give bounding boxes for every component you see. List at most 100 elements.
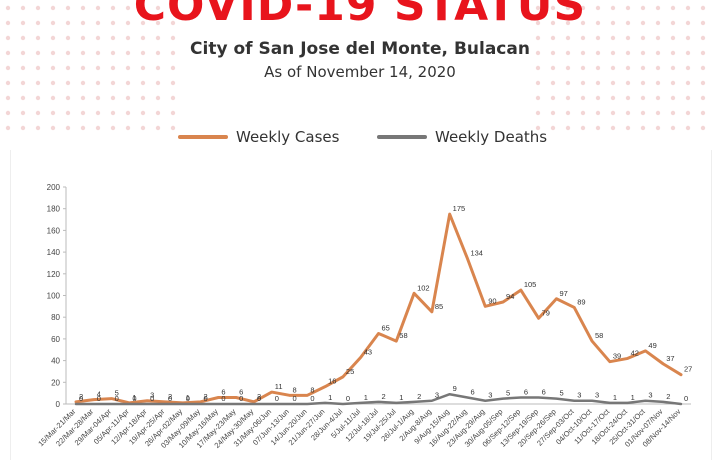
- y-tick-label: 160: [47, 226, 61, 235]
- decor-dot: [170, 65, 176, 71]
- legend-item-deaths: Weekly Deaths: [377, 128, 547, 146]
- decor-dot: [95, 80, 101, 86]
- decor-dot: [155, 50, 161, 56]
- decor-dot: [20, 20, 26, 26]
- decor-dot: [155, 125, 161, 131]
- decor-dot: [35, 20, 41, 26]
- decor-dot: [685, 110, 691, 116]
- decor-dot: [640, 35, 646, 41]
- cases-data-label: 39: [613, 352, 621, 361]
- cases-data-label: 85: [435, 302, 443, 311]
- cases-data-label: 94: [506, 292, 514, 301]
- decor-dot: [20, 125, 26, 131]
- decor-dot: [155, 65, 161, 71]
- decor-dot: [685, 95, 691, 101]
- line-chart: 02040608010012014016018020015/Mar-21/Mar…: [36, 183, 692, 450]
- decor-dot: [625, 80, 631, 86]
- cases-data-label: 25: [346, 367, 354, 376]
- decor-dot: [625, 5, 631, 11]
- decor-dot: [110, 110, 116, 116]
- cases-data-label: 8: [293, 385, 297, 394]
- decor-dot: [50, 125, 56, 131]
- deaths-data-label: 3: [435, 391, 439, 400]
- decor-dot: [700, 65, 706, 71]
- cases-data-label: 37: [666, 354, 674, 363]
- decor-dot: [550, 65, 556, 71]
- decor-dot: [595, 110, 601, 116]
- decor-dot: [110, 35, 116, 41]
- decor-dot: [35, 50, 41, 56]
- cases-data-label: 16: [328, 377, 336, 386]
- cases-data-label: 58: [595, 331, 603, 340]
- decor-dot: [65, 110, 71, 116]
- deaths-data-label: 1: [613, 393, 617, 402]
- cases-data-label: 102: [417, 283, 430, 292]
- decor-dot: [670, 110, 676, 116]
- deaths-data-label: 0: [79, 394, 83, 403]
- decor-dot: [535, 20, 541, 26]
- decor-dot: [95, 20, 101, 26]
- decor-dot: [685, 50, 691, 56]
- decor-dot: [535, 5, 541, 11]
- deaths-data-label: 0: [150, 394, 154, 403]
- decor-dot: [125, 125, 131, 131]
- cases-data-label: 43: [364, 347, 372, 356]
- decor-dot: [50, 5, 56, 11]
- decor-dot: [565, 125, 571, 131]
- decor-dot: [20, 65, 26, 71]
- decor-dot: [670, 50, 676, 56]
- deaths-data-label: 0: [168, 394, 172, 403]
- decor-dot: [610, 35, 616, 41]
- deaths-data-label: 5: [506, 389, 510, 398]
- decor-dot: [5, 80, 11, 86]
- deaths-data-label: 1: [328, 393, 332, 402]
- deaths-data-label: 6: [470, 387, 474, 396]
- decor-dot: [580, 50, 586, 56]
- decor-dot: [625, 20, 631, 26]
- cases-data-label: 2: [204, 392, 208, 401]
- decor-dot: [125, 5, 131, 11]
- decor-dot: [655, 35, 661, 41]
- cases-data-label: 2: [257, 392, 261, 401]
- decor-dot: [565, 95, 571, 101]
- deaths-data-label: 0: [275, 394, 279, 403]
- deaths-data-label: 0: [310, 394, 314, 403]
- cases-data-label: 134: [470, 249, 483, 258]
- decor-dot: [65, 65, 71, 71]
- decor-dot: [640, 20, 646, 26]
- decor-dot: [610, 80, 616, 86]
- deaths-data-label: 0: [293, 394, 297, 403]
- decor-dot: [640, 5, 646, 11]
- decor-dot: [685, 125, 691, 131]
- decor-dot: [655, 20, 661, 26]
- decor-dot: [535, 50, 541, 56]
- decor-dot: [655, 95, 661, 101]
- decor-dot: [535, 110, 541, 116]
- decor-dot: [580, 125, 586, 131]
- decor-dot: [580, 65, 586, 71]
- cases-data-label: 42: [631, 348, 639, 357]
- decor-dot: [20, 110, 26, 116]
- cases-data-label: 5: [115, 389, 119, 398]
- decor-dot: [50, 50, 56, 56]
- decor-dot: [655, 5, 661, 11]
- decor-dot: [565, 20, 571, 26]
- cases-data-label: 27: [684, 365, 692, 374]
- decor-dot: [35, 95, 41, 101]
- decor-dot: [625, 65, 631, 71]
- decorative-dots-right: [535, 5, 706, 131]
- decor-dot: [625, 125, 631, 131]
- decor-dot: [125, 80, 131, 86]
- decor-dot: [550, 110, 556, 116]
- decor-dot: [625, 95, 631, 101]
- decor-dot: [110, 80, 116, 86]
- decor-dot: [580, 5, 586, 11]
- cases-data-label: 49: [648, 341, 656, 350]
- decor-dot: [125, 110, 131, 116]
- decor-dot: [670, 65, 676, 71]
- decor-dot: [110, 65, 116, 71]
- decor-dot: [80, 5, 86, 11]
- y-tick-label: 20: [51, 378, 60, 387]
- decor-dot: [550, 80, 556, 86]
- decor-dot: [95, 5, 101, 11]
